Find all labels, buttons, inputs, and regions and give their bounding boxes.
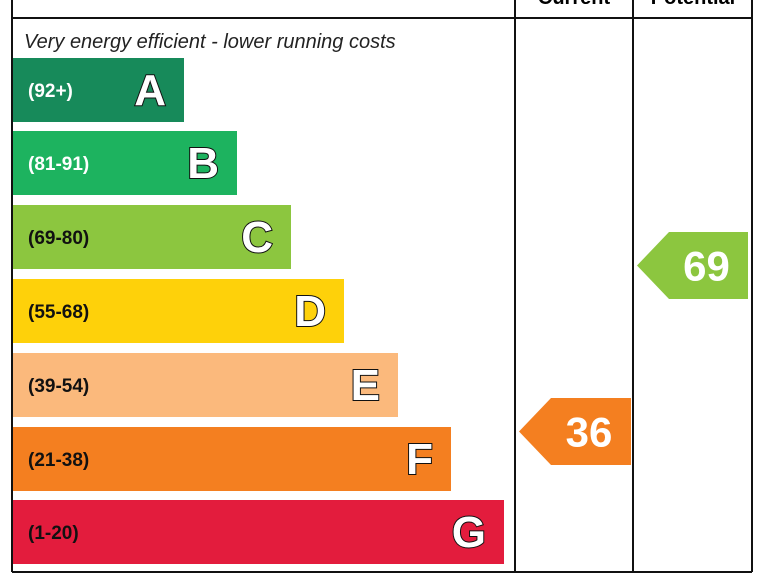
band-range: (39-54) [28, 376, 89, 397]
band-letter: F [406, 435, 433, 484]
band-bar [13, 58, 184, 122]
potential-value: 69 [683, 243, 730, 290]
band-bar [13, 427, 451, 491]
band-bar [13, 279, 344, 343]
top-note: Very energy efficient - lower running co… [24, 31, 396, 53]
band-range: (1-20) [28, 523, 79, 544]
band-range: (92+) [28, 81, 73, 102]
band-range: (69-80) [28, 228, 89, 249]
potential-arrow [637, 232, 748, 299]
band-letter: C [241, 213, 273, 262]
band-range: (55-68) [28, 302, 89, 323]
band-letter: D [294, 287, 326, 336]
band-letter: G [452, 508, 486, 557]
band-bar [13, 131, 237, 195]
current-value: 36 [566, 409, 613, 456]
frame [11, 0, 753, 573]
header-current: Current [538, 0, 611, 9]
band-range: (81-91) [28, 154, 89, 175]
band-bar [13, 205, 291, 269]
current-arrow [519, 398, 631, 465]
band-letter: E [351, 361, 380, 410]
band-letter: B [187, 139, 219, 188]
band-bar [13, 353, 398, 417]
band-range: (21-38) [28, 450, 89, 471]
header-potential: Potential [651, 0, 735, 9]
band-bar [13, 500, 504, 564]
band-letter: A [134, 66, 166, 115]
